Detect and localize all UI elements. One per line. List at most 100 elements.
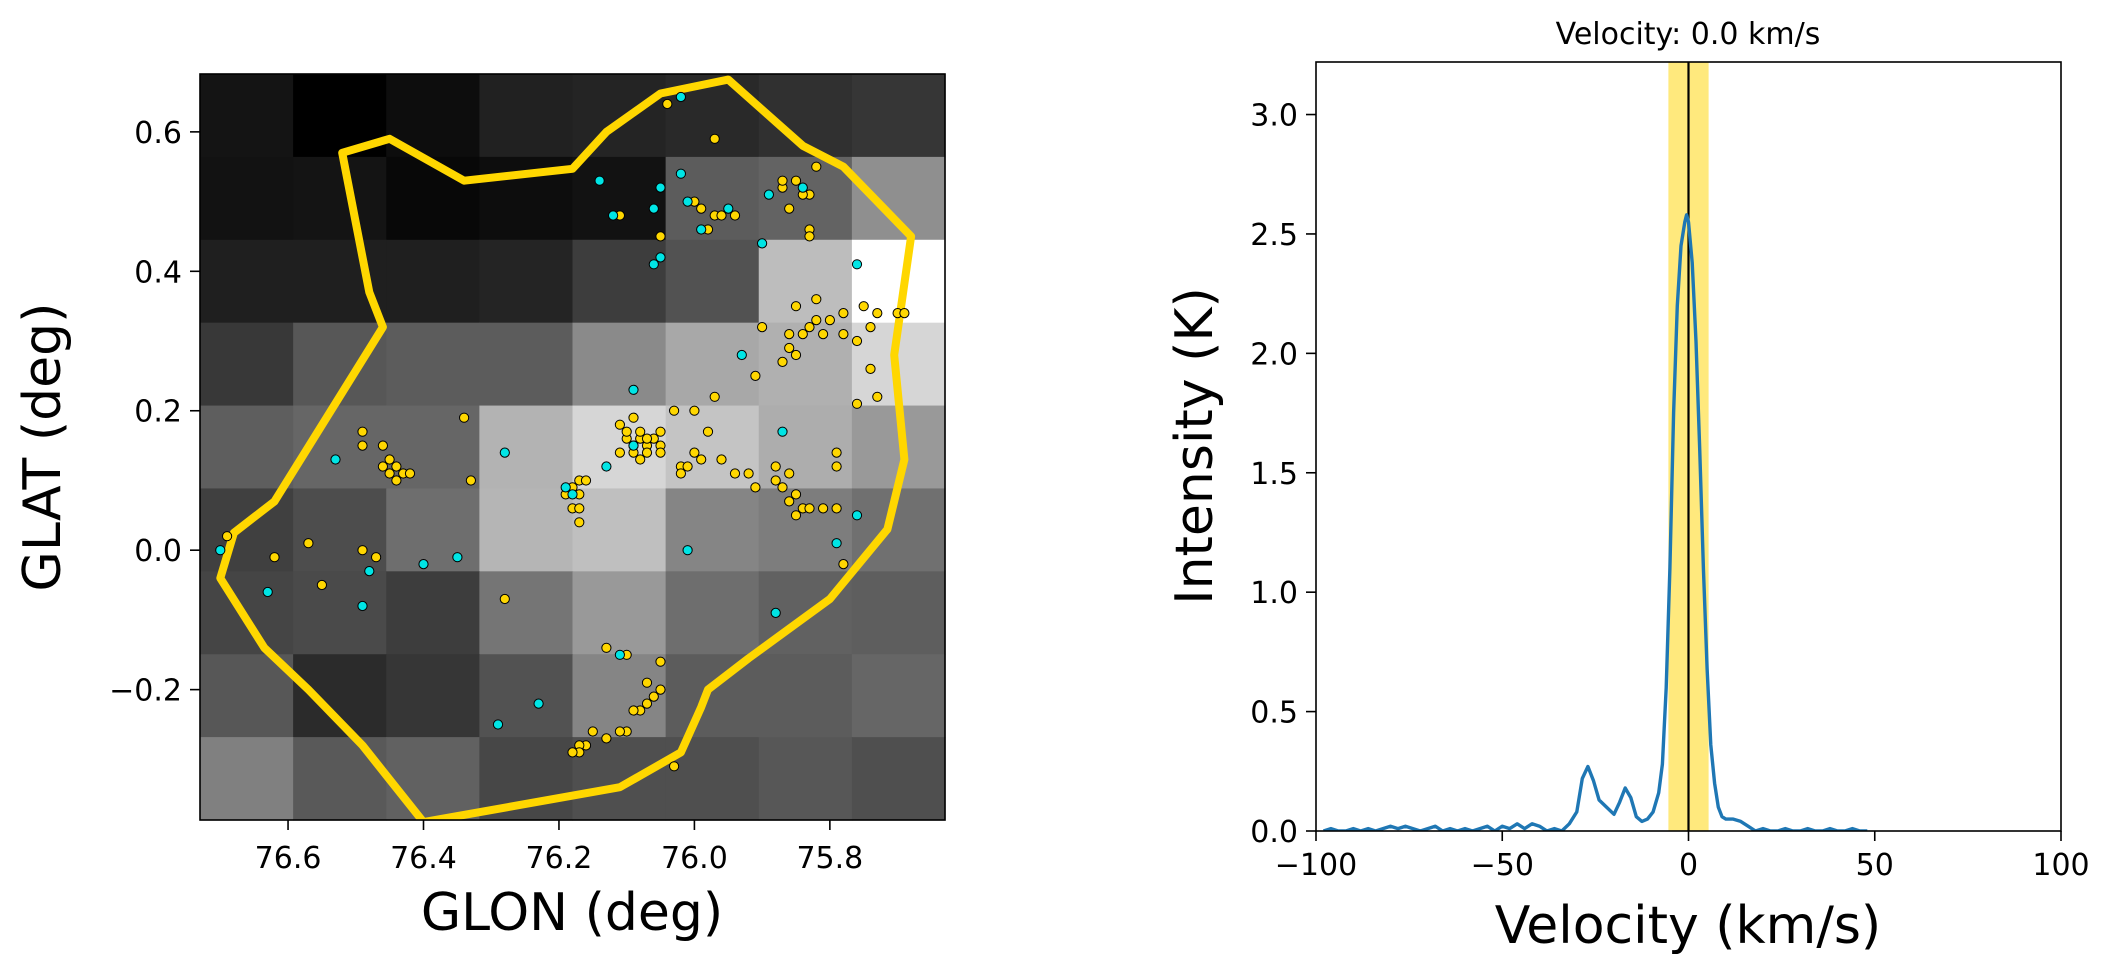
scatter-point xyxy=(838,329,849,340)
scatter-point xyxy=(790,510,802,521)
scatter-point xyxy=(831,461,842,472)
scatter-point xyxy=(872,391,883,402)
map-cell xyxy=(758,737,853,821)
scatter-point xyxy=(851,335,863,347)
scatter-point xyxy=(635,454,646,465)
scatter-point xyxy=(750,482,761,493)
scatter-point xyxy=(601,642,612,653)
scatter-point xyxy=(594,175,605,186)
map-cell xyxy=(386,654,480,738)
scatter-point xyxy=(574,503,585,514)
scatter-point xyxy=(790,349,802,361)
spectrum-line xyxy=(1322,213,1868,831)
map-frame xyxy=(199,73,946,821)
scatter-point xyxy=(811,315,822,326)
scatter-point xyxy=(655,231,666,242)
map-cell xyxy=(200,405,294,490)
x-tick-label: 76.6 xyxy=(255,841,322,876)
scatter-point xyxy=(818,329,829,340)
scatter-point xyxy=(669,761,680,772)
map-cell xyxy=(386,737,480,821)
scatter-point xyxy=(580,475,592,486)
y-tick-label: 0.0 xyxy=(1250,815,1298,850)
y-tick-label: 0.0 xyxy=(134,534,182,569)
scatter-point xyxy=(404,468,416,479)
scatter-point xyxy=(784,203,795,214)
x-tick-label: 76.4 xyxy=(390,841,457,876)
scatter-point xyxy=(723,203,734,214)
scatter-point xyxy=(316,579,327,591)
scatter-point xyxy=(682,545,693,556)
map-cell xyxy=(479,571,574,655)
map-cell xyxy=(386,488,480,572)
map-cell xyxy=(386,322,480,407)
x-tick-label: 100 xyxy=(2032,848,2089,883)
scatter-point xyxy=(818,503,829,514)
scatter-point xyxy=(357,426,368,437)
scatter-point xyxy=(384,468,395,479)
map-cell xyxy=(851,737,946,821)
scatter-point xyxy=(675,468,687,479)
map-y-axis-label: GLAT (deg) xyxy=(13,303,73,592)
scatter-point xyxy=(838,308,849,319)
scatter-point xyxy=(357,440,368,451)
y-tick-label: 1.5 xyxy=(1250,457,1298,492)
scatter-point xyxy=(662,98,673,110)
scatter-point xyxy=(492,719,504,730)
scatter-point xyxy=(682,461,693,472)
scatter-point xyxy=(790,301,802,312)
scatter-point xyxy=(831,538,842,549)
scatter-point xyxy=(614,419,626,430)
map-cell xyxy=(758,654,853,738)
scatter-point xyxy=(804,231,815,242)
scatter-point xyxy=(601,733,612,744)
map-cell xyxy=(572,571,667,655)
scatter-point xyxy=(262,586,273,598)
map-cell xyxy=(665,488,760,572)
map-cell xyxy=(479,405,574,490)
scatter-point xyxy=(357,545,368,556)
scatter-point xyxy=(777,482,788,493)
scatter-point xyxy=(790,489,802,500)
scatter-point xyxy=(811,294,822,305)
map-cell xyxy=(479,74,574,158)
y-tick-label: 0.6 xyxy=(134,116,182,151)
map-cell xyxy=(851,654,946,738)
scatter-point xyxy=(648,259,659,270)
scatter-point xyxy=(655,656,666,667)
map-cell xyxy=(572,74,667,158)
scatter-point xyxy=(628,384,639,395)
scatter-point xyxy=(757,238,768,249)
map-cell xyxy=(665,654,760,738)
scatter-point xyxy=(851,510,863,521)
scatter-point xyxy=(628,705,639,716)
scatter-point xyxy=(675,168,687,179)
scatter-point xyxy=(729,468,741,479)
map-x-axis-label: GLON (deg) xyxy=(421,883,723,943)
map-cell xyxy=(200,737,294,821)
scatter-point xyxy=(797,182,808,193)
scatter-point xyxy=(655,447,666,458)
scatter-point xyxy=(648,691,659,702)
x-tick-label: 76.2 xyxy=(526,841,593,876)
scatter-point xyxy=(215,545,226,556)
map-cell xyxy=(572,488,667,572)
scatter-point xyxy=(364,566,375,577)
y-tick-label: −0.2 xyxy=(109,674,182,709)
spectrum-title: Velocity: 0.0 km/s xyxy=(1556,17,1821,52)
spectrum-x-ticks: −100 −50 0 50 100 xyxy=(1275,831,2090,883)
map-y-ticks: 0.6 0.4 0.2 0.0 −0.2 xyxy=(109,116,200,709)
map-cell xyxy=(479,322,574,407)
scatter-point xyxy=(784,329,795,340)
scatter-point xyxy=(533,698,544,709)
scatter-point xyxy=(750,370,761,381)
scatter-point xyxy=(459,412,470,423)
y-tick-label: 2.0 xyxy=(1250,337,1298,372)
scatter-point xyxy=(838,559,849,570)
scatter-point xyxy=(689,447,700,458)
scatter-point xyxy=(743,468,754,479)
map-cell xyxy=(386,156,480,241)
scatter-point xyxy=(377,461,388,472)
scatter-point xyxy=(872,308,883,319)
